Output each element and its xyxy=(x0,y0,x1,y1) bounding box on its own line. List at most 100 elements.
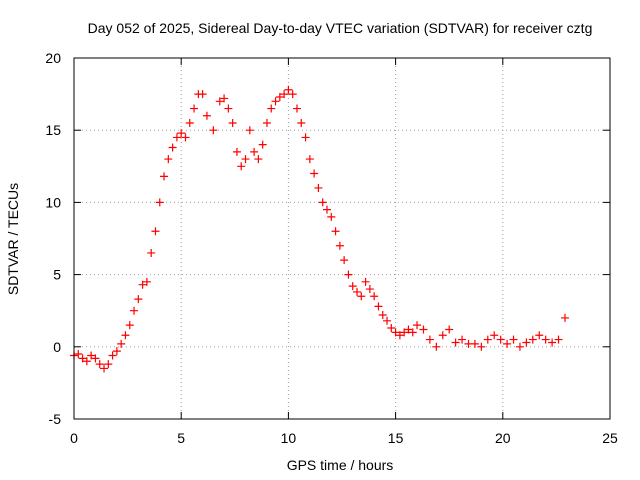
data-point xyxy=(185,118,194,127)
data-point xyxy=(314,183,323,192)
data-point xyxy=(237,162,246,171)
data-point xyxy=(177,129,186,138)
data-point xyxy=(209,126,218,135)
data-point xyxy=(181,133,190,142)
data-point xyxy=(548,338,557,347)
data-point xyxy=(404,325,413,334)
data-point xyxy=(164,155,173,164)
data-point xyxy=(104,360,113,369)
data-point xyxy=(353,287,362,296)
data-point xyxy=(515,342,524,351)
data-point xyxy=(477,342,486,351)
data-point xyxy=(400,328,409,337)
data-point xyxy=(271,97,280,106)
data-point xyxy=(155,198,164,207)
data-point xyxy=(425,335,434,344)
data-point xyxy=(160,172,169,181)
data-point xyxy=(560,313,569,322)
plot-frame xyxy=(73,57,611,420)
data-point xyxy=(198,90,207,99)
x-tick-label: 10 xyxy=(281,430,297,446)
data-point xyxy=(509,335,518,344)
data-point xyxy=(344,270,353,279)
data-point xyxy=(432,342,441,351)
data-point xyxy=(305,155,314,164)
x-tick-label: 20 xyxy=(495,430,511,446)
data-point xyxy=(284,85,293,94)
data-point xyxy=(250,147,259,156)
data-point xyxy=(327,212,336,221)
data-point xyxy=(288,90,297,99)
data-point xyxy=(280,90,289,99)
data-point xyxy=(74,350,83,359)
data-point xyxy=(335,241,344,250)
data-point xyxy=(419,325,428,334)
data-point xyxy=(147,248,156,257)
data-point xyxy=(220,94,229,103)
data-point xyxy=(78,354,87,363)
y-tick-labels: -5 0 5 10 15 20 xyxy=(45,50,61,427)
data-point xyxy=(470,339,479,348)
data-point xyxy=(490,331,499,340)
data-point xyxy=(125,321,134,330)
data-point xyxy=(378,311,387,320)
data-point xyxy=(297,118,306,127)
data-point xyxy=(340,256,349,265)
data-point xyxy=(395,331,404,340)
data-point xyxy=(445,325,454,334)
data-point xyxy=(172,133,181,142)
data-point xyxy=(496,335,505,344)
data-point xyxy=(215,97,224,106)
data-point xyxy=(112,347,121,356)
data-point xyxy=(365,285,374,294)
axis-ticks xyxy=(73,57,611,420)
data-point xyxy=(151,227,160,236)
data-point xyxy=(95,360,104,369)
data-point xyxy=(483,335,492,344)
data-point xyxy=(408,328,417,337)
grid-lines xyxy=(74,58,610,419)
data-point xyxy=(361,277,370,286)
x-tick-label: 25 xyxy=(602,430,618,446)
data-point xyxy=(292,104,301,113)
data-point xyxy=(541,335,550,344)
data-point xyxy=(370,292,379,301)
data-point xyxy=(130,306,139,315)
data-point xyxy=(245,126,254,135)
x-tick-labels: 0 5 10 15 20 25 xyxy=(70,430,618,446)
x-tick-label: 0 xyxy=(70,430,78,446)
data-point xyxy=(318,198,327,207)
data-point xyxy=(138,280,147,289)
data-point xyxy=(82,357,91,366)
data-point xyxy=(374,302,383,311)
data-point xyxy=(451,338,460,347)
data-point xyxy=(108,351,117,360)
data-point xyxy=(134,295,143,304)
y-tick-label: 0 xyxy=(53,339,61,355)
data-point xyxy=(241,155,250,164)
data-point xyxy=(535,331,544,340)
data-point xyxy=(391,328,400,337)
data-point xyxy=(331,227,340,236)
data-point xyxy=(348,282,357,291)
data-point xyxy=(357,292,366,301)
data-point xyxy=(413,321,422,330)
data-point xyxy=(100,364,109,373)
data-point xyxy=(310,169,319,178)
data-point xyxy=(232,147,241,156)
data-point xyxy=(91,354,100,363)
x-tick-label: 5 xyxy=(177,430,185,446)
data-point xyxy=(322,205,331,214)
data-point xyxy=(224,104,233,113)
data-point xyxy=(117,339,126,348)
data-point xyxy=(275,92,284,101)
chart-title: Day 052 of 2025, Sidereal Day-to-day VTE… xyxy=(88,20,593,36)
data-point xyxy=(228,118,237,127)
data-point xyxy=(254,155,263,164)
data-point xyxy=(87,351,96,360)
data-point xyxy=(383,316,392,325)
y-tick-label: -5 xyxy=(49,411,62,427)
data-point xyxy=(528,335,537,344)
data-point xyxy=(121,331,130,340)
